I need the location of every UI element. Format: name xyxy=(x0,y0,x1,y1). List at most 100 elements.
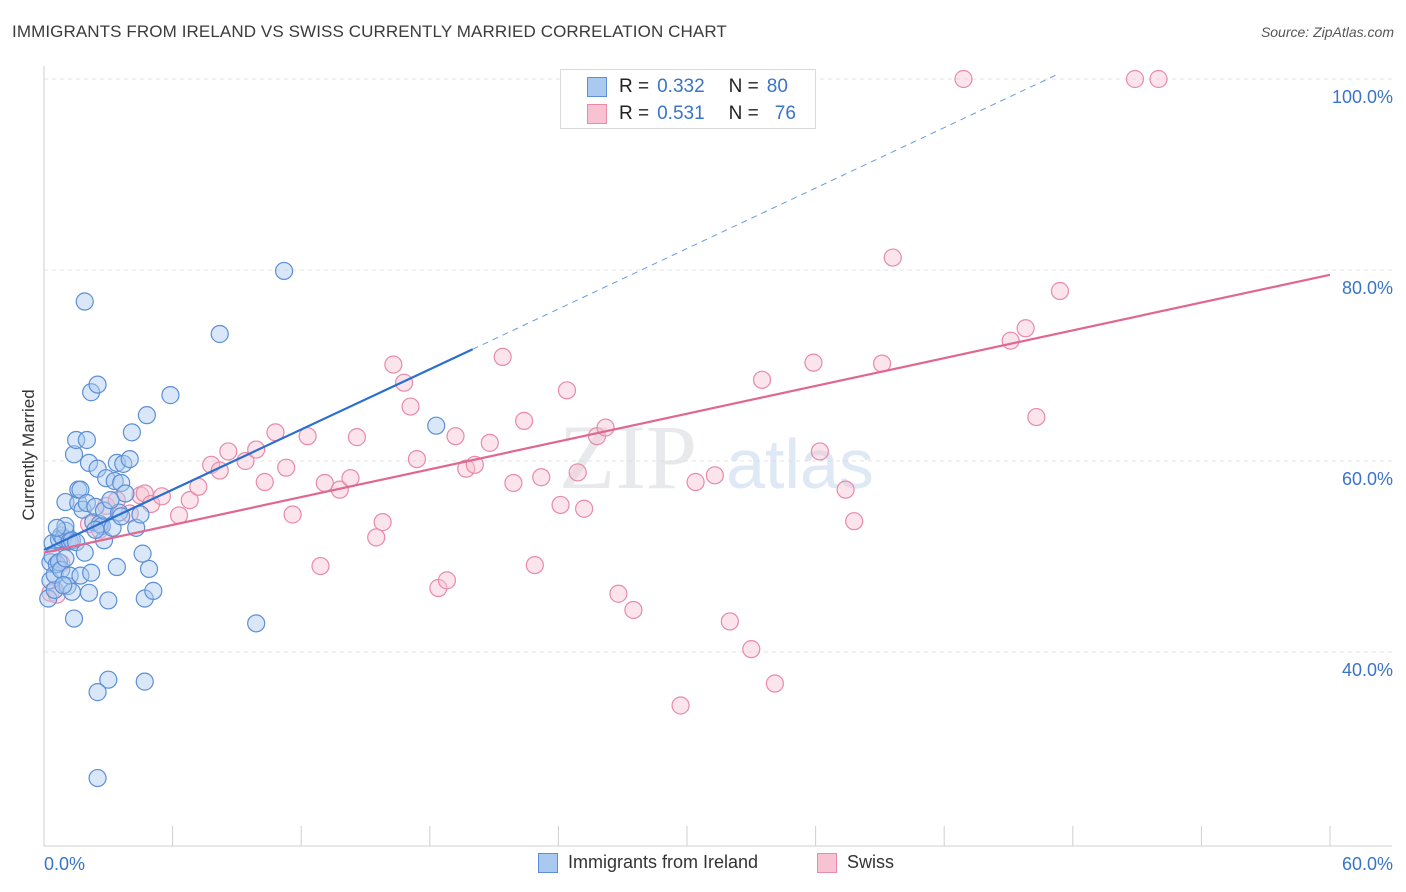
swiss-points xyxy=(41,69,1168,715)
swiss-point xyxy=(515,411,534,430)
ireland-point xyxy=(116,484,135,503)
y-tick-label: 40.0% xyxy=(1342,660,1393,680)
swiss-point xyxy=(954,69,973,89)
swiss-point xyxy=(493,347,512,367)
ireland-point xyxy=(79,583,99,602)
swiss-point xyxy=(401,397,420,416)
ireland-point xyxy=(47,518,66,537)
ireland-point xyxy=(139,559,159,579)
trend-lines xyxy=(43,73,1331,554)
ireland-point xyxy=(105,471,124,491)
ireland-point xyxy=(99,591,118,610)
swiss-point xyxy=(532,468,551,487)
swiss-point xyxy=(384,355,403,374)
ireland-point xyxy=(99,670,118,689)
ireland-point xyxy=(82,383,101,402)
swiss-point xyxy=(480,433,499,452)
swiss-point xyxy=(283,505,302,524)
swiss-point xyxy=(180,491,199,510)
watermark-zip: ZIP xyxy=(559,406,697,508)
swiss-point xyxy=(671,696,690,715)
swiss-point xyxy=(624,600,643,620)
ireland-point xyxy=(94,501,114,520)
ireland-point xyxy=(67,430,86,450)
swiss-point xyxy=(277,458,296,477)
ireland-point xyxy=(274,261,294,281)
axes xyxy=(43,66,1392,847)
legend-label-swiss: Swiss xyxy=(847,852,895,872)
grid-lines xyxy=(44,78,1392,653)
ireland-point xyxy=(133,544,152,563)
legend-row-swiss: R = 0.531 N = 76 xyxy=(587,101,796,127)
watermark-atlas: atlas xyxy=(726,425,874,503)
ireland-point xyxy=(56,549,75,568)
ireland-point xyxy=(135,672,154,691)
ireland-trend-extension xyxy=(472,73,1059,350)
legend-item-swiss: Swiss xyxy=(817,852,894,873)
swiss-point xyxy=(347,428,367,447)
ireland-point xyxy=(210,324,229,344)
swiss-point xyxy=(557,381,577,400)
swiss-point xyxy=(568,463,587,482)
ireland-point xyxy=(64,609,84,628)
swiss-point xyxy=(845,512,864,531)
y-axis-label: Currently Married xyxy=(19,389,38,520)
legend-n-label: N = xyxy=(728,103,759,124)
swiss-point xyxy=(1016,319,1035,338)
legend-r-value-ireland: 0.332 xyxy=(657,76,705,97)
ireland-point xyxy=(161,386,180,405)
ireland-point xyxy=(77,493,96,513)
legend-r-label: R = xyxy=(619,76,650,97)
swiss-point xyxy=(804,353,823,372)
legend-swatch-swiss xyxy=(817,852,837,873)
ireland-point xyxy=(247,614,266,633)
ireland-point xyxy=(54,576,73,595)
swiss-point xyxy=(446,427,465,446)
ireland-point xyxy=(75,292,94,311)
ireland-point xyxy=(82,563,101,582)
legend-label-ireland: Immigrants from Ireland xyxy=(568,852,759,872)
ireland-point xyxy=(86,497,105,516)
legend-r-value-swiss: 0.531 xyxy=(657,103,705,124)
swiss-point xyxy=(836,480,855,499)
ireland-point xyxy=(120,449,139,469)
swiss-point xyxy=(742,640,761,659)
chart-title: IMMIGRANTS FROM IRELAND VS SWISS CURRENT… xyxy=(12,22,727,41)
ireland-point xyxy=(64,445,84,464)
ireland-point xyxy=(112,473,131,493)
correlation-legend: R = 0.332 N = 80 R = 0.531 N = 76 xyxy=(560,69,816,129)
ireland-point xyxy=(107,557,126,577)
swiss-point xyxy=(765,674,784,693)
ireland-points xyxy=(39,261,446,788)
ireland-point xyxy=(77,430,96,450)
tick-labels: 40.0% 60.0% 80.0% 100.0% 0.0% 60.0% xyxy=(44,87,1393,874)
ireland-point xyxy=(71,566,90,585)
legend-item-ireland: Immigrants from Ireland xyxy=(538,852,758,873)
x-tick-label: 0.0% xyxy=(44,854,85,874)
swiss-point xyxy=(525,555,544,575)
swiss-point xyxy=(255,472,274,492)
watermark: ZIP atlas xyxy=(559,406,874,508)
legend-n-label: N = xyxy=(728,76,759,97)
swiss-point xyxy=(219,442,238,461)
series-legend: Immigrants from Ireland Swiss xyxy=(0,852,1406,878)
ireland-point xyxy=(137,406,156,425)
swiss-point xyxy=(1027,407,1046,427)
swiss-point xyxy=(575,499,594,518)
swiss-point xyxy=(504,473,523,493)
swiss-point xyxy=(1125,69,1145,89)
legend-n-value-ireland: 80 xyxy=(766,76,788,97)
ireland-point xyxy=(56,492,75,512)
ireland-point xyxy=(75,543,94,562)
swiss-point xyxy=(705,466,724,485)
swiss-point xyxy=(883,248,902,267)
swiss-trend-line xyxy=(43,273,1331,554)
swiss-point xyxy=(407,449,427,469)
ireland-point xyxy=(101,491,120,510)
swiss-point xyxy=(373,513,392,532)
y-tick-label: 80.0% xyxy=(1342,278,1393,298)
legend-row-ireland: R = 0.332 N = 80 xyxy=(587,74,788,100)
ireland-point xyxy=(88,768,107,788)
swiss-point xyxy=(1001,331,1020,350)
ireland-point xyxy=(88,375,107,394)
